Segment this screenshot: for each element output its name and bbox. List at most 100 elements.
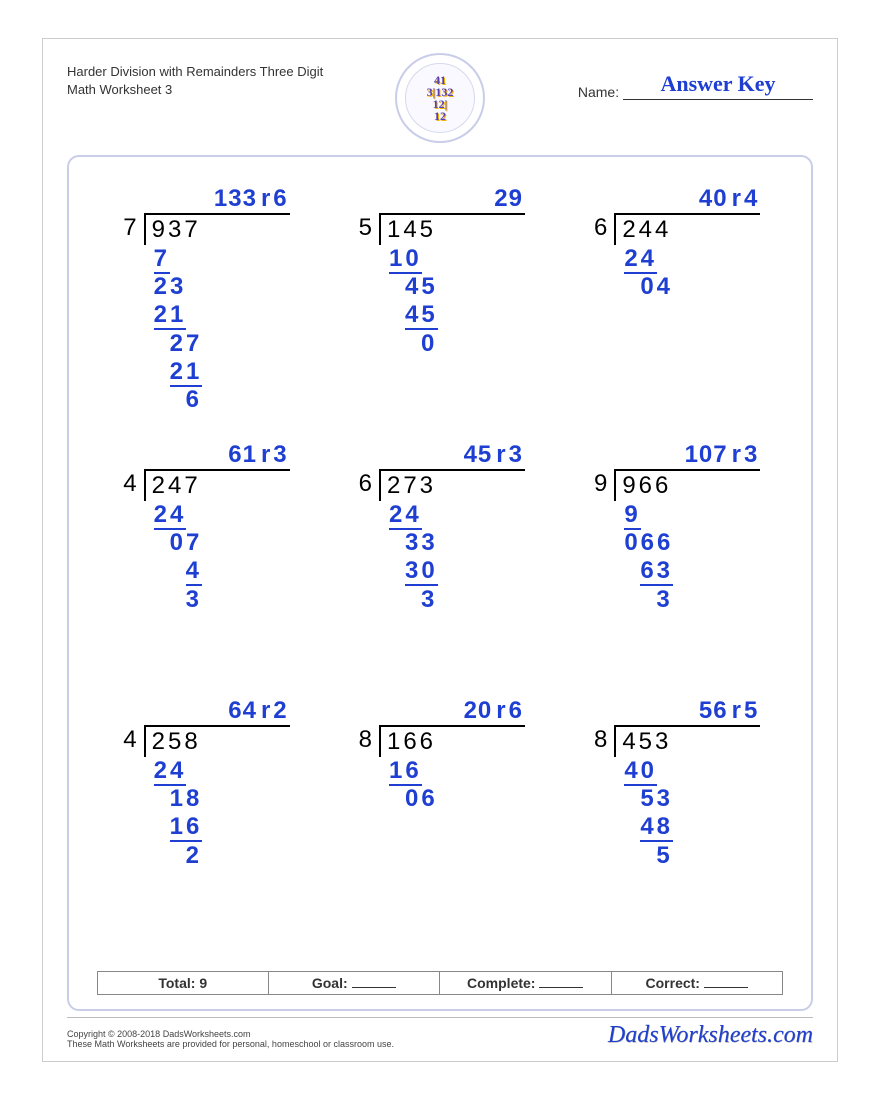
name-value: Answer Key — [623, 71, 813, 100]
work-step: 30 — [355, 557, 525, 585]
work-step: 63 — [590, 557, 760, 585]
division-bracket: 4258 — [120, 725, 290, 756]
work-step: 3 — [355, 586, 525, 614]
dividend: 244 — [614, 213, 760, 244]
problems-frame: 133r679377232127216295145104545040r46244… — [67, 155, 813, 1011]
worksheet-title: Harder Division with Remainders Three Di… — [67, 59, 347, 98]
quotient: 40r4 — [590, 185, 760, 213]
work-step: 07 — [120, 529, 290, 557]
summary-correct: Correct: — [612, 971, 784, 995]
division-bracket: 4247 — [120, 469, 290, 500]
work-step: 066 — [590, 529, 760, 557]
work-step: 3 — [120, 586, 290, 614]
quotient: 20r6 — [355, 697, 525, 725]
work-step: 24 — [120, 501, 290, 529]
division-bracket: 9966 — [590, 469, 760, 500]
division-bracket: 6273 — [355, 469, 525, 500]
division-problem: 20r681661606 — [332, 697, 547, 953]
header: Harder Division with Remainders Three Di… — [67, 59, 813, 139]
division-problem: 40r462442404 — [568, 185, 783, 441]
quotient: 56r5 — [590, 697, 760, 725]
dividend: 937 — [144, 213, 290, 244]
problems-grid: 133r679377232127216295145104545040r46244… — [97, 185, 783, 953]
division-bracket: 5145 — [355, 213, 525, 244]
work-step: 0 — [355, 330, 525, 358]
summary-complete: Complete: — [440, 971, 612, 995]
work-step: 9 — [590, 501, 760, 529]
correct-blank — [704, 976, 748, 988]
division-bracket: 8453 — [590, 725, 760, 756]
divisor: 6 — [590, 213, 614, 244]
summary-total: Total: 9 — [97, 971, 269, 995]
footer-left: Copyright © 2008-2018 DadsWorksheets.com… — [67, 1029, 394, 1049]
work-step: 4 — [120, 557, 290, 585]
footer: Copyright © 2008-2018 DadsWorksheets.com… — [67, 1017, 813, 1049]
division-problem: 45r362732433303 — [332, 441, 547, 697]
divisor: 8 — [355, 725, 379, 756]
name-label: Name: — [578, 84, 619, 100]
work-step: 16 — [120, 813, 290, 841]
logo-inner: 413|13212|12 — [405, 63, 475, 133]
work-step: 10 — [355, 245, 525, 273]
dividend: 166 — [379, 725, 525, 756]
work-step: 5 — [590, 842, 760, 870]
total-label: Total: — [158, 975, 195, 991]
logo-text: 413|13212|12 — [427, 74, 454, 122]
dividend: 273 — [379, 469, 525, 500]
title-line-1: Harder Division with Remainders Three Di… — [67, 63, 347, 81]
work-step: 21 — [120, 301, 290, 329]
divisor: 5 — [355, 213, 379, 244]
footer-note: These Math Worksheets are provided for p… — [67, 1039, 394, 1049]
dividend: 258 — [144, 725, 290, 756]
complete-label: Complete: — [467, 975, 535, 991]
divisor: 4 — [120, 725, 144, 756]
work-step: 24 — [120, 757, 290, 785]
divisor: 7 — [120, 213, 144, 244]
divisor: 4 — [120, 469, 144, 500]
divisor: 9 — [590, 469, 614, 500]
division-problem: 61r34247240743 — [97, 441, 312, 697]
worksheet-page: Harder Division with Remainders Three Di… — [42, 38, 838, 1062]
work-step: 2 — [120, 842, 290, 870]
work-step: 3 — [590, 586, 760, 614]
work-step: 48 — [590, 813, 760, 841]
title-line-2: Math Worksheet 3 — [67, 81, 347, 99]
work-step: 18 — [120, 785, 290, 813]
work-step: 7 — [120, 245, 290, 273]
work-step: 24 — [355, 501, 525, 529]
brand-logo: DadsWorksheets.com — [608, 1022, 813, 1049]
dividend: 966 — [614, 469, 760, 500]
work-step: 6 — [120, 386, 290, 414]
work-step: 40 — [590, 757, 760, 785]
quotient: 64r2 — [120, 697, 290, 725]
quotient: 61r3 — [120, 441, 290, 469]
division-problem: 2951451045450 — [332, 185, 547, 441]
dividend: 453 — [614, 725, 760, 756]
division-problem: 133r679377232127216 — [97, 185, 312, 441]
work-step: 16 — [355, 757, 525, 785]
division-problem: 56r584534053485 — [568, 697, 783, 953]
copyright-text: Copyright © 2008-2018 DadsWorksheets.com — [67, 1029, 394, 1039]
quotient: 45r3 — [355, 441, 525, 469]
dividend: 145 — [379, 213, 525, 244]
logo-badge: 413|13212|12 — [395, 53, 485, 143]
work-step: 21 — [120, 358, 290, 386]
work-step: 45 — [355, 301, 525, 329]
quotient: 107r3 — [590, 441, 760, 469]
correct-label: Correct: — [646, 975, 700, 991]
quotient: 29 — [355, 185, 525, 213]
summary-goal: Goal: — [269, 971, 441, 995]
work-step: 24 — [590, 245, 760, 273]
work-step: 33 — [355, 529, 525, 557]
divisor: 8 — [590, 725, 614, 756]
name-field: Name: Answer Key — [578, 71, 813, 100]
division-bracket: 8166 — [355, 725, 525, 756]
work-step: 27 — [120, 330, 290, 358]
work-step: 45 — [355, 273, 525, 301]
quotient: 133r6 — [120, 185, 290, 213]
work-step: 53 — [590, 785, 760, 813]
division-bracket: 7937 — [120, 213, 290, 244]
summary-bar: Total: 9 Goal: Complete: Correct: — [97, 971, 783, 995]
goal-blank — [352, 976, 396, 988]
division-bracket: 6244 — [590, 213, 760, 244]
